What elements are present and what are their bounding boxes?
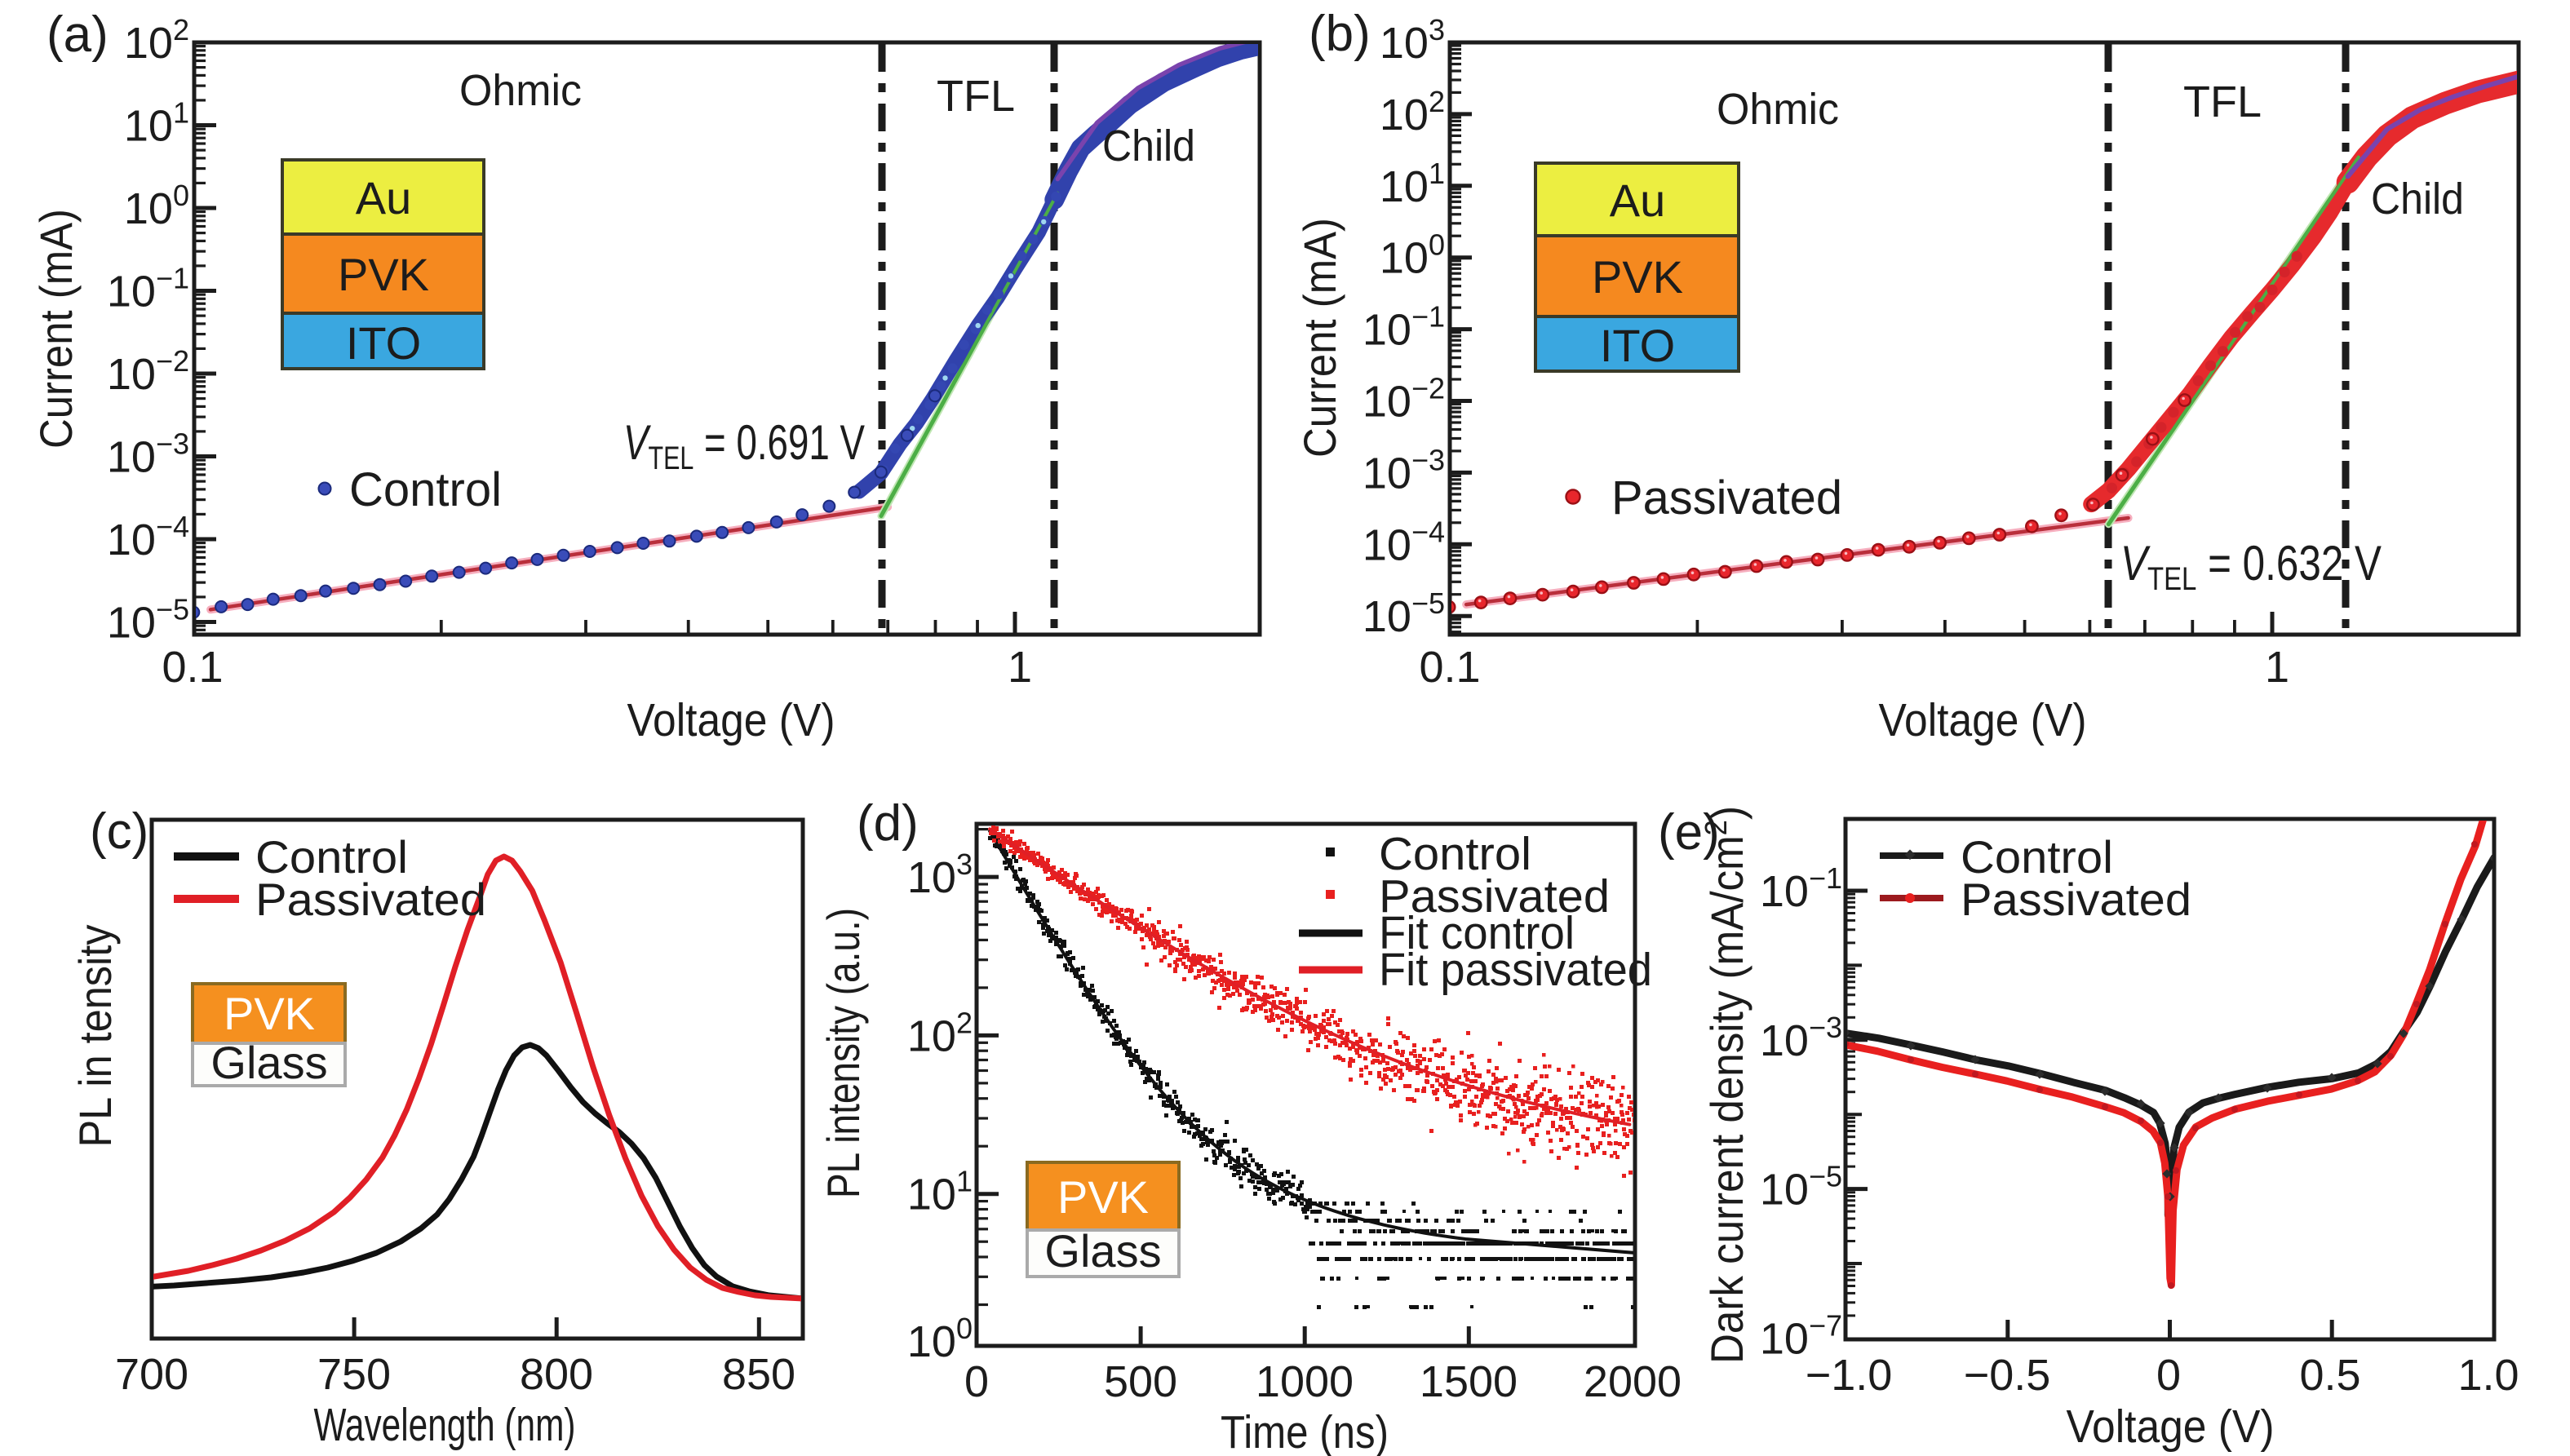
svg-text:(c): (c) [90, 803, 148, 860]
svg-text:Voltage (V): Voltage (V) [1879, 694, 2087, 746]
svg-text:1500: 1500 [1420, 1357, 1518, 1406]
svg-text:VTEL = 0.691 V: VTEL = 0.691 V [623, 415, 865, 476]
svg-text:PL in tensity: PL in tensity [69, 925, 121, 1148]
svg-text:10−4: 10−4 [107, 510, 189, 564]
svg-text:(e): (e) [1658, 804, 1720, 861]
svg-text:Child: Child [2371, 175, 2464, 223]
svg-text:0.1: 0.1 [162, 643, 223, 692]
svg-text:0.5: 0.5 [2299, 1351, 2360, 1400]
svg-text:PVK: PVK [1592, 251, 1683, 303]
svg-text:Ohmic: Ohmic [459, 66, 582, 115]
svg-text:700: 700 [115, 1350, 188, 1399]
svg-text:TFL: TFL [937, 72, 1015, 121]
svg-text:PL intensity (a.u.): PL intensity (a.u.) [818, 908, 869, 1198]
svg-text:101: 101 [1380, 157, 1445, 211]
svg-text:Fit control: Fit control [1379, 907, 1575, 959]
svg-text:1: 1 [2265, 643, 2289, 692]
svg-text:Voltage (V): Voltage (V) [627, 694, 835, 746]
svg-text:(d): (d) [857, 795, 919, 852]
svg-text:Control: Control [349, 463, 502, 516]
svg-text:(b): (b) [1309, 6, 1371, 62]
svg-text:PVK: PVK [224, 988, 315, 1039]
svg-text:Au: Au [356, 172, 412, 223]
svg-text:1.0: 1.0 [2457, 1351, 2519, 1400]
svg-text:Time (ns): Time (ns) [1221, 1406, 1389, 1456]
svg-text:Current (mA): Current (mA) [1294, 218, 1345, 458]
svg-text:Glass: Glass [1044, 1225, 1161, 1277]
svg-text:Passivated: Passivated [1961, 874, 2191, 925]
svg-text:Glass: Glass [210, 1037, 327, 1088]
svg-text:(a): (a) [47, 7, 109, 63]
svg-text:0: 0 [2156, 1351, 2181, 1400]
svg-text:Control: Control [255, 831, 408, 883]
svg-text:Voltage (V): Voltage (V) [2067, 1401, 2275, 1453]
svg-text:500: 500 [1104, 1357, 1177, 1406]
svg-text:−0.5: −0.5 [1964, 1351, 2051, 1400]
svg-text:800: 800 [520, 1350, 593, 1399]
svg-text:102: 102 [124, 13, 189, 68]
svg-text:Child: Child [1102, 122, 1195, 170]
svg-text:Wavelength (nm): Wavelength (nm) [314, 1399, 576, 1451]
svg-text:Control: Control [1379, 828, 1531, 880]
svg-text:TFL: TFL [2183, 77, 2262, 126]
svg-text:Control: Control [1961, 831, 2113, 883]
svg-text:Dark current density (mA/cm2): Dark current density (mA/cm2) [1699, 806, 1752, 1364]
svg-text:Current (mA): Current (mA) [30, 209, 82, 449]
svg-text:1: 1 [1008, 643, 1032, 692]
svg-text:0.1: 0.1 [1419, 643, 1480, 692]
svg-text:100: 100 [124, 179, 189, 233]
svg-text:Passivated: Passivated [1379, 870, 1610, 923]
svg-text:PVK: PVK [1057, 1171, 1149, 1223]
svg-text:10−2: 10−2 [107, 344, 189, 399]
svg-text:10−5: 10−5 [107, 593, 189, 648]
svg-text:ITO: ITO [1600, 320, 1675, 371]
svg-text:1000: 1000 [1256, 1357, 1354, 1406]
svg-text:Passivated: Passivated [1611, 471, 1842, 524]
svg-text:Passivated: Passivated [255, 874, 486, 925]
svg-text:Au: Au [1610, 175, 1666, 226]
svg-text:850: 850 [722, 1350, 795, 1399]
svg-text:Ohmic: Ohmic [1717, 85, 1839, 134]
svg-text:Fit passivated: Fit passivated [1379, 944, 1652, 996]
svg-text:0: 0 [964, 1357, 989, 1406]
svg-text:2000: 2000 [1584, 1357, 1682, 1406]
svg-text:−1.0: −1.0 [1806, 1351, 1893, 1400]
svg-text:750: 750 [317, 1350, 391, 1399]
svg-text:ITO: ITO [346, 317, 421, 369]
svg-text:PVK: PVK [338, 249, 429, 300]
